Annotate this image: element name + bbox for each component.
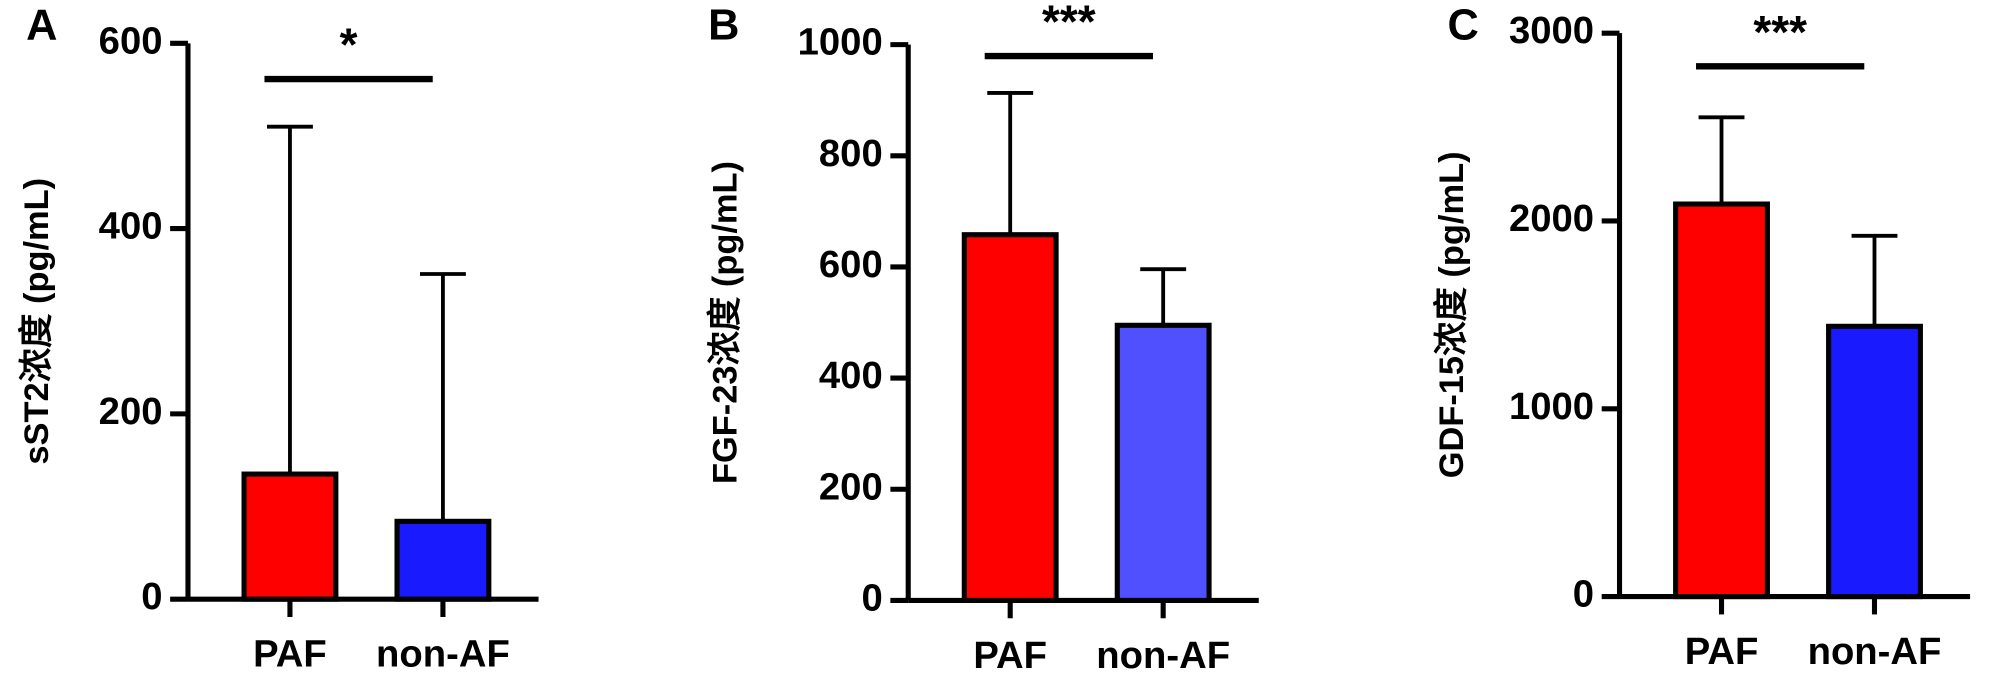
- y-tick-label: 0: [1573, 573, 1594, 616]
- bar: [394, 518, 492, 602]
- y-tick-label: 1000: [798, 21, 883, 64]
- y-tick-label: 600: [99, 19, 163, 62]
- significance-label: ***: [1753, 6, 1807, 58]
- x-tick-label: non-AF: [376, 633, 510, 676]
- bar: [1673, 201, 1770, 600]
- y-tick-label: 400: [99, 205, 163, 248]
- panel-label: B: [708, 1, 739, 49]
- y-tick-label: 200: [819, 465, 883, 508]
- y-tick-label: 0: [861, 577, 882, 620]
- bar: [1114, 322, 1212, 603]
- y-tick-label: 200: [99, 390, 163, 433]
- x-tick-label: non-AF: [1096, 634, 1230, 677]
- y-tick-label: 600: [819, 243, 883, 286]
- y-tick-label: 3000: [1509, 9, 1594, 52]
- x-tick-label: PAF: [253, 633, 327, 676]
- significance-label: *: [340, 19, 358, 71]
- x-tick-label: non-AF: [1808, 630, 1942, 673]
- panel-label: A: [26, 1, 57, 49]
- bar: [1826, 323, 1923, 600]
- y-tick-label: 800: [819, 132, 883, 175]
- y-tick-label: 2000: [1509, 197, 1594, 240]
- x-tick-label: PAF: [1685, 630, 1759, 673]
- y-axis-label: GDF-15浓度 (pg/mL): [1433, 151, 1471, 478]
- y-axis-label: FGF-23浓度 (pg/mL): [706, 161, 744, 484]
- bar: [241, 471, 339, 602]
- y-axis-label: sST2浓度 (pg/mL): [18, 178, 56, 465]
- panel-label: C: [1447, 1, 1478, 49]
- significance-label: ***: [1042, 0, 1096, 48]
- y-tick-label: 1000: [1509, 385, 1594, 428]
- x-tick-label: PAF: [973, 634, 1047, 677]
- y-tick-label: 0: [141, 575, 162, 618]
- y-tick-label: 400: [819, 354, 883, 397]
- bar: [961, 232, 1059, 603]
